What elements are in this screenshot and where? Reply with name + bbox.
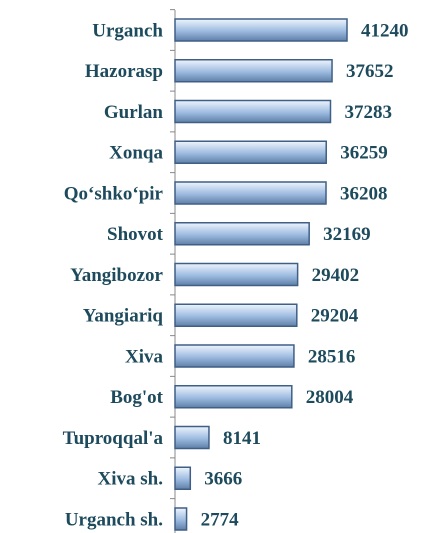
bar <box>174 222 310 246</box>
category-label: Xiva <box>125 346 164 367</box>
bar <box>174 18 348 42</box>
bar <box>174 303 298 327</box>
value-label: 36259 <box>340 143 388 164</box>
value-label: 28004 <box>306 387 354 408</box>
bar <box>174 425 210 450</box>
category-label: Yangibozor <box>70 265 163 286</box>
value-label: 41240 <box>361 20 409 41</box>
value-label: 36208 <box>340 183 388 204</box>
category-label: Hazorasp <box>85 61 163 82</box>
value-label: 3666 <box>204 469 242 490</box>
category-label: Shovot <box>107 224 164 245</box>
category-label: Urganch sh. <box>65 509 163 530</box>
bar <box>174 262 299 287</box>
value-label: 37652 <box>346 61 394 82</box>
bar <box>174 59 333 83</box>
value-label: 37283 <box>344 102 392 123</box>
bar <box>174 99 332 124</box>
category-label: Xiva sh. <box>98 469 163 490</box>
category-label: Gurlan <box>104 102 164 123</box>
value-label: 32169 <box>323 224 371 245</box>
category-label: Tuproqqal'a <box>63 428 164 449</box>
value-label: 29204 <box>311 306 359 327</box>
bar <box>174 466 192 490</box>
bar <box>174 385 293 409</box>
value-label: 29402 <box>312 265 360 286</box>
value-label: 28516 <box>308 346 356 367</box>
value-label: 2774 <box>201 509 240 530</box>
category-label: Bog'ot <box>110 387 163 408</box>
bar <box>174 140 327 164</box>
category-label: Qo‘shko‘pir <box>64 183 164 204</box>
bar <box>174 507 188 531</box>
bar <box>174 344 295 368</box>
category-label: Urganch <box>92 20 163 41</box>
category-label: Yangiariq <box>83 306 164 327</box>
category-label: Xonqa <box>109 143 163 164</box>
value-label: 8141 <box>223 428 261 449</box>
bar <box>174 181 327 205</box>
